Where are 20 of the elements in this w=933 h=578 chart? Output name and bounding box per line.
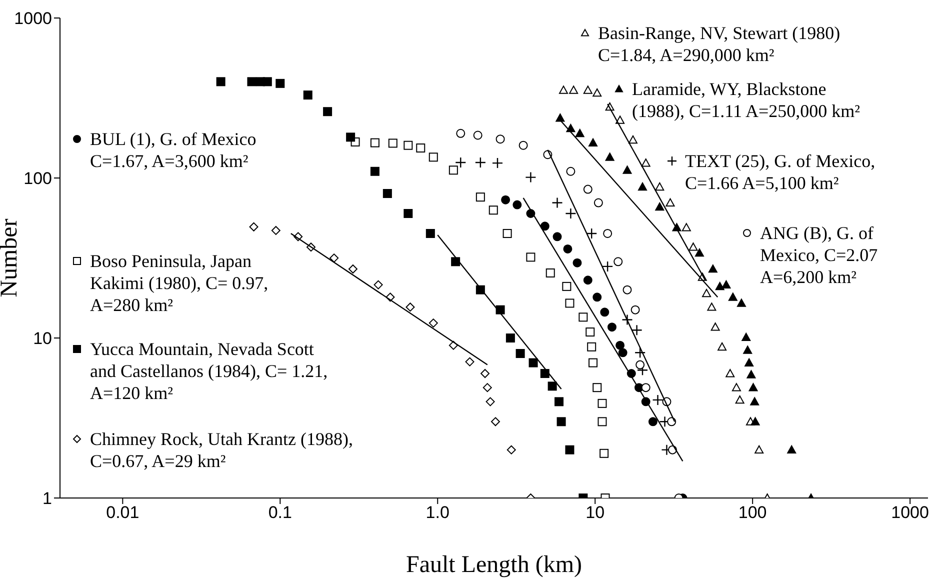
x-tick-label: 0.1 <box>268 503 292 522</box>
x-tick-label: 0.01 <box>106 503 140 522</box>
legend-label: Boso Peninsula, Japan Kakimi (1980), C= 0.97, A=280 km² <box>90 250 270 316</box>
y-tick-label: 10 <box>33 329 52 348</box>
y-tick-label: 1000 <box>14 9 52 28</box>
legend-label: ANG (B), G. of Mexico, C=2.07 A=6,200 km² <box>760 222 879 288</box>
x-tick-label: 100 <box>738 503 767 522</box>
y-axis-title: Number <box>0 218 23 298</box>
legend-label: TEXT (25), G. of Mexico, C=1.66 A=5,100 km² <box>685 150 876 194</box>
y-tick-label: 100 <box>24 169 52 188</box>
y-tick-label: 1 <box>42 489 52 508</box>
x-tick-label: 10 <box>586 503 605 522</box>
legend-label: Chimney Rock, Utah Krantz (1988), C=0.67, A=29 km² <box>90 428 354 472</box>
legend-label: Basin-Range, NV, Stewart (1980) C=1.84, A=290,000 km² <box>598 22 842 66</box>
x-tick-label: 1.0 <box>426 503 450 522</box>
x-tick-label: 1000 <box>891 503 929 522</box>
legend-label: BUL (1), G. of Mexico C=1.67, A=3,600 km² <box>90 128 258 172</box>
legend-label: Yucca Mountain, Nevada Scott and Castellanos (1984), C= 1.21, A=120 km² <box>90 338 329 404</box>
x-axis-title: Fault Length (km) <box>406 552 582 578</box>
legend-label: Laramide, WY, Blackstone (1988), C=1.11 A=250,000 km² <box>632 78 862 122</box>
